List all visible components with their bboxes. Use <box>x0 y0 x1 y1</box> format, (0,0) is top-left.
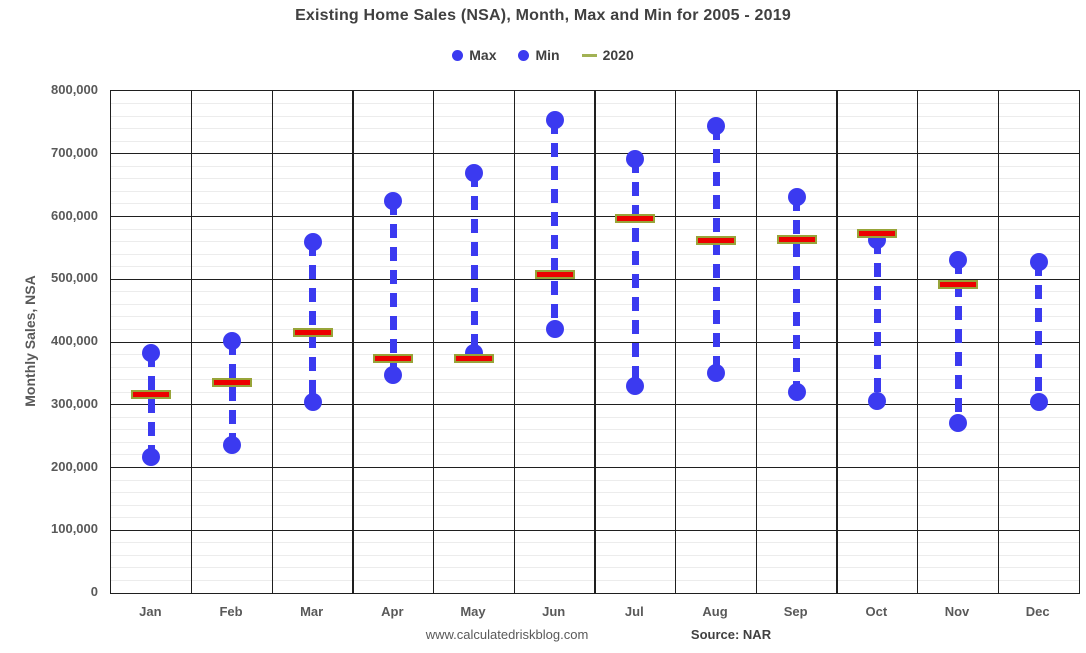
max-point <box>465 164 483 183</box>
min-point <box>868 391 887 410</box>
range-connector <box>873 239 881 401</box>
range-connector <box>147 352 155 457</box>
max-point <box>787 188 806 207</box>
column-border <box>432 91 435 593</box>
range-connector <box>793 197 801 392</box>
min-point <box>707 364 725 383</box>
y-tick-label: 800,000 <box>51 82 98 97</box>
x-tick-label: Nov <box>944 604 970 619</box>
x-tick-label: Apr <box>381 604 404 619</box>
legend-item-2020: 2020 <box>581 47 634 63</box>
column-border <box>594 91 596 593</box>
min-point <box>787 382 806 401</box>
y-tick-label: 200,000 <box>51 458 98 474</box>
min-point <box>223 435 241 454</box>
column-border <box>997 91 1000 593</box>
max-circle-icon <box>452 49 464 61</box>
year-2020-marker <box>131 389 172 399</box>
year-2020-marker <box>373 354 414 364</box>
year-2020-dash-icon <box>581 53 597 57</box>
x-tick-label: Aug <box>702 604 728 619</box>
column-border <box>271 91 274 593</box>
x-tick-label: Feb <box>219 604 243 619</box>
column-border <box>755 91 758 593</box>
year-2020-marker <box>292 328 333 338</box>
column-border <box>674 91 677 593</box>
y-tick-label: 400,000 <box>51 333 98 348</box>
y-tick-label: 0 <box>90 584 98 599</box>
legend: Max Min 2020 <box>0 47 1086 63</box>
column-border <box>513 91 516 593</box>
range-connector <box>389 200 397 375</box>
legend-item-min: Min <box>518 47 560 63</box>
min-circle-icon <box>518 49 530 61</box>
y-tick-label: 100,000 <box>51 521 98 537</box>
max-point <box>384 191 403 210</box>
min-point <box>949 413 967 432</box>
legend-label-min: Min <box>535 47 560 63</box>
min-point <box>384 365 403 384</box>
max-point <box>303 233 322 252</box>
range-connector <box>470 173 478 353</box>
y-tick-label: 500,000 <box>51 270 98 286</box>
year-2020-marker <box>938 279 978 289</box>
max-point <box>223 332 241 351</box>
range-connector <box>309 242 317 403</box>
range-connector <box>954 259 962 423</box>
x-tick-label: Oct <box>865 604 888 619</box>
y-tick-label: 700,000 <box>51 144 98 160</box>
x-tick-label: Jan <box>139 604 162 619</box>
footer-site-url: www.calculatedriskblog.com <box>425 627 589 642</box>
y-tick-label: 600,000 <box>51 207 98 223</box>
x-tick-label: Jul <box>624 604 644 619</box>
x-tick-label: Mar <box>300 604 324 619</box>
legend-label-2020: 2020 <box>602 47 634 63</box>
year-2020-marker <box>212 378 252 388</box>
max-point <box>545 111 564 130</box>
column-border <box>352 91 354 593</box>
max-point <box>626 150 645 169</box>
max-point <box>1029 252 1048 271</box>
min-point <box>142 447 161 466</box>
min-point <box>545 320 564 339</box>
year-2020-marker <box>615 213 656 223</box>
legend-item-max: Max <box>452 47 496 63</box>
x-tick-label: Sep <box>783 604 808 619</box>
range-connector <box>1035 261 1043 402</box>
max-point <box>949 250 967 269</box>
max-point <box>707 117 725 136</box>
x-tick-label: Jun <box>542 604 566 619</box>
min-point <box>1029 392 1048 411</box>
column-border <box>916 91 919 593</box>
range-connector <box>712 126 720 374</box>
min-point <box>303 393 322 412</box>
year-2020-marker <box>534 270 575 280</box>
x-tick-label: May <box>460 604 486 619</box>
range-connector <box>631 159 639 386</box>
range-connector <box>551 120 559 330</box>
footer-source: Source: NAR <box>690 627 772 642</box>
year-2020-marker <box>454 354 494 364</box>
plot-area <box>110 90 1080 594</box>
year-2020-marker <box>776 234 817 244</box>
x-tick-label: Dec <box>1025 604 1050 619</box>
column-border <box>190 91 193 593</box>
chart-title: Existing Home Sales (NSA), Month, Max an… <box>295 7 791 24</box>
column-border <box>836 91 838 593</box>
range-connector <box>228 341 236 445</box>
legend-label-max: Max <box>469 47 497 63</box>
max-point <box>142 343 161 362</box>
y-tick-label: 300,000 <box>51 395 98 411</box>
year-2020-marker <box>696 235 736 245</box>
year-2020-marker <box>857 228 898 238</box>
min-point <box>626 376 645 395</box>
